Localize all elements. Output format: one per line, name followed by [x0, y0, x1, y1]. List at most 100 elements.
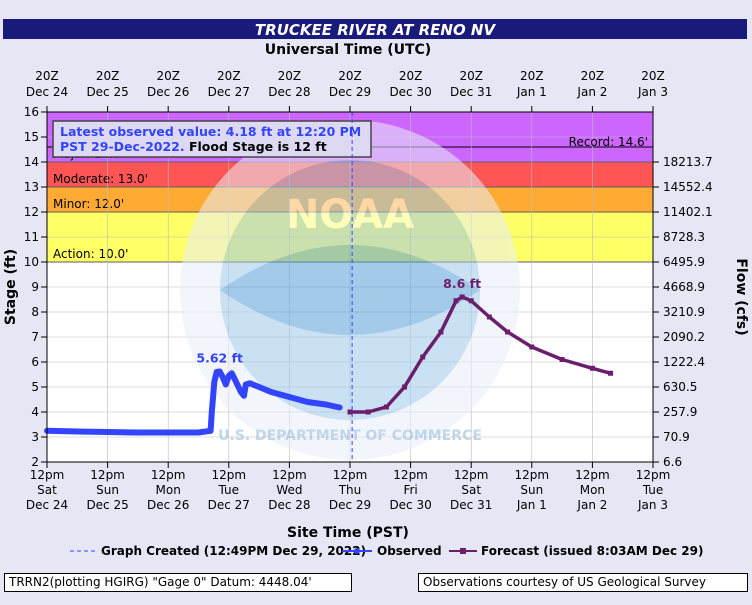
bottom-tick-label-0-2: Dec 24 — [26, 498, 68, 512]
flow-axis-title: Flow (cfs) — [733, 258, 749, 335]
top-tick-date-8: Jan 1 — [516, 85, 547, 99]
top-tick-hour-5: 20Z — [338, 69, 362, 83]
bottom-tick-label-3-2: Dec 27 — [208, 498, 250, 512]
flood-label-1: Minor: 12.0' — [53, 197, 124, 211]
forecast-point-9 — [486, 314, 492, 320]
bottom-tick-label-4-0: 12pm — [272, 468, 307, 482]
flood-label-2: Moderate: 13.0' — [53, 172, 148, 186]
top-tick-date-2: Dec 26 — [147, 85, 189, 99]
bottom-tick-label-0-0: 12pm — [30, 468, 65, 482]
forecast-point-5 — [438, 329, 444, 335]
stage-tick-label-1: 3 — [31, 430, 39, 444]
top-tick-date-6: Dec 30 — [389, 85, 431, 99]
flow-tick-label-1: 70.9 — [663, 430, 690, 444]
bottom-tick-label-4-2: Dec 28 — [268, 498, 310, 512]
top-tick-hour-6: 20Z — [399, 69, 423, 83]
forecast-point-1 — [365, 409, 371, 415]
bottom-tick-label-8-2: Jan 1 — [516, 498, 547, 512]
top-tick-date-0: Dec 24 — [26, 85, 68, 99]
flow-tick-label-4: 1222.4 — [663, 355, 705, 369]
forecast-point-3 — [402, 384, 408, 390]
top-tick-hour-7: 20Z — [459, 69, 483, 83]
record-label: Record: 14.6' — [569, 135, 648, 149]
forecast-peak-label: 8.6 ft — [443, 276, 481, 291]
stage-tick-label-14: 16 — [24, 105, 39, 119]
bottom-tick-label-3-1: Tue — [218, 483, 240, 497]
top-tick-hour-4: 20Z — [278, 69, 302, 83]
forecast-point-4 — [420, 354, 426, 360]
stage-tick-label-4: 6 — [31, 355, 39, 369]
watermark-commerce-text: U.S. DEPARTMENT OF COMMERCE — [218, 428, 482, 444]
forecast-point-10 — [505, 329, 511, 335]
flow-tick-label-3: 630.5 — [663, 380, 697, 394]
forecast-point-8 — [468, 298, 474, 304]
info-line-2-flood: Flood Stage is 12 ft — [185, 139, 327, 154]
source-credit: Observations courtesy of US Geological S… — [418, 573, 748, 592]
bottom-tick-label-7-2: Dec 31 — [450, 498, 492, 512]
flow-tick-label-5: 2090.2 — [663, 330, 705, 344]
top-tick-date-9: Jan 2 — [576, 85, 607, 99]
stage-tick-label-10: 12 — [24, 205, 39, 219]
flow-axis-ticks: 6.6 70.9 257.9 630.5 1222.4 2090.2 3210.9 4668.… — [653, 155, 713, 469]
stage-tick-label-7: 9 — [31, 280, 39, 294]
svg-text:PST 29-Dec-2022. Flood Stage i: PST 29-Dec-2022. Flood Stage is 12 ft — [60, 139, 327, 154]
top-tick-hour-1: 20Z — [96, 69, 120, 83]
forecast-point-0 — [347, 409, 353, 415]
top-tick-date-3: Dec 27 — [208, 85, 250, 99]
stage-tick-label-5: 7 — [31, 330, 39, 344]
plot-area: Action: 10.0' Minor: 12.0' Moderate: 13.0'… — [44, 111, 654, 463]
top-tick-hour-10: 20Z — [641, 69, 665, 83]
bottom-tick-label-6-0: 12pm — [393, 468, 428, 482]
bottom-tick-label-5-2: Dec 29 — [329, 498, 371, 512]
stage-axis-title: Stage (ft) — [3, 249, 19, 325]
flood-label-0: Action: 10.0' — [53, 247, 128, 261]
top-axis-ticks: 20Z Dec 24 20Z Dec 25 20Z Dec 26 20Z Dec 27 20Z D… — [26, 69, 668, 112]
legend-observed-label: Observed — [377, 544, 442, 558]
bottom-tick-label-9-2: Jan 2 — [576, 498, 607, 512]
forecast-point-12 — [559, 357, 565, 362]
stage-tick-label-12: 14 — [24, 155, 39, 169]
top-tick-hour-9: 20Z — [581, 69, 605, 83]
top-tick-hour-0: 20Z — [35, 69, 59, 83]
legend-forecast-label: Forecast (issued 8:03AM Dec 29) — [481, 544, 703, 558]
bottom-tick-label-2-2: Dec 26 — [147, 498, 189, 512]
bottom-tick-label-8-0: 12pm — [515, 468, 550, 482]
bottom-tick-label-5-1: Thu — [338, 483, 362, 497]
top-tick-date-7: Dec 31 — [450, 85, 492, 99]
bottom-tick-label-5-0: 12pm — [333, 468, 368, 482]
stage-tick-label-6: 8 — [31, 305, 39, 319]
stage-tick-label-13: 15 — [24, 130, 39, 144]
info-line-1: Latest observed value: 4.18 ft at 12:20 … — [60, 124, 361, 139]
forecast-point-6 — [453, 298, 459, 304]
bottom-tick-label-6-1: Fri — [403, 483, 417, 497]
series-layer: 5.62 ft 8.6 ft — [44, 276, 614, 436]
forecast-point-2 — [383, 404, 389, 410]
bottom-tick-label-1-0: 12pm — [90, 468, 125, 482]
legend: Graph Created (12:49PM Dec 29, 2022) Obs… — [70, 544, 703, 558]
flow-tick-label-9: 8728.3 — [663, 230, 705, 244]
flow-tick-label-8: 6495.9 — [663, 255, 705, 269]
flow-tick-label-0: 6.6 — [663, 455, 682, 469]
bottom-tick-label-2-0: 12pm — [151, 468, 186, 482]
bottom-tick-label-3-0: 12pm — [212, 468, 247, 482]
top-tick-hour-8: 20Z — [520, 69, 544, 83]
top-tick-hour-3: 20Z — [217, 69, 241, 83]
flow-tick-label-6: 3210.9 — [663, 305, 705, 319]
legend-forecast-marker — [460, 548, 466, 554]
watermark-noaa-text: NOAA — [286, 192, 414, 238]
forecast-point-11 — [529, 344, 535, 350]
stage-tick-label-8: 10 — [24, 255, 39, 269]
noaa-watermark: NOAA U.S. DEPARTMENT OF COMMERCE — [180, 120, 520, 460]
datum-text: TRRN2(plotting HGIRG) "Gage 0" Datum: 44… — [9, 575, 312, 589]
title-bar — [3, 19, 747, 39]
bottom-tick-label-9-1: Mon — [580, 483, 605, 497]
bottom-tick-label-9-0: 12pm — [575, 468, 610, 482]
forecast-point-13 — [589, 365, 595, 371]
legend-created-label: Graph Created (12:49PM Dec 29, 2022) — [101, 544, 366, 558]
bottom-tick-label-10-1: Tue — [642, 483, 664, 497]
bottom-tick-label-4-1: Wed — [276, 483, 302, 497]
forecast-point-14 — [608, 370, 614, 376]
stage-tick-label-2: 4 — [31, 405, 39, 419]
chart-title: TRUCKEE RIVER AT RENO NV — [255, 21, 497, 39]
